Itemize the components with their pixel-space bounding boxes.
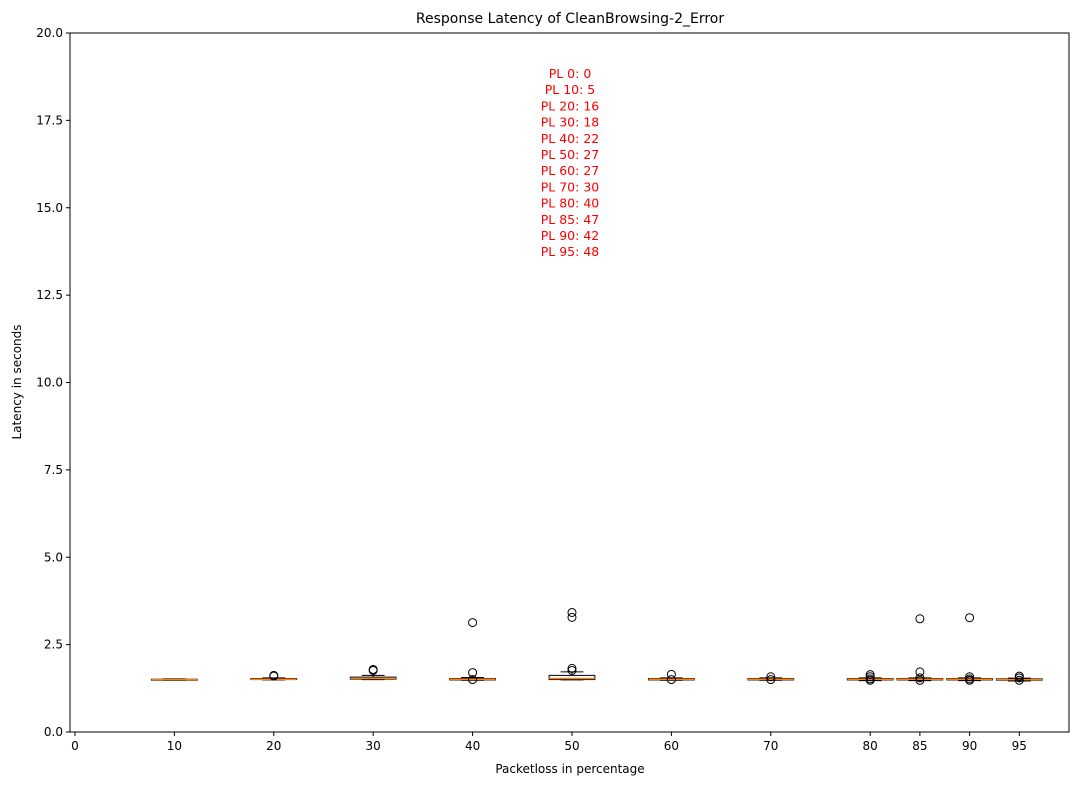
x-tick-label: 85 (912, 739, 927, 753)
box-95 (995, 671, 1043, 685)
box-85 (896, 614, 944, 685)
annotation-line: PL 50: 27 (541, 147, 599, 162)
y-tick-label: 2.5 (44, 638, 63, 652)
outlier-point (766, 672, 776, 682)
x-tick-label: 50 (564, 739, 579, 753)
annotation-line: PL 90: 42 (541, 228, 599, 243)
y-tick-label: 10.0 (36, 376, 63, 390)
x-tick-label: 70 (763, 739, 778, 753)
box-80 (846, 670, 894, 685)
box-40 (449, 618, 496, 685)
annotation-line: PL 95: 48 (541, 244, 600, 259)
x-tick-label: 40 (465, 739, 480, 753)
x-tick-label: 95 (1012, 739, 1027, 753)
outlier-point (1014, 671, 1024, 681)
annotation-line: PL 20: 16 (541, 98, 600, 113)
y-tick-label: 0.0 (44, 725, 63, 739)
outlier-point (567, 612, 577, 622)
outlier-point (468, 668, 478, 678)
y-tick-label: 7.5 (44, 463, 63, 477)
outlier-point (1014, 675, 1024, 685)
annotation-line: PL 70: 30 (541, 179, 600, 194)
y-tick-label: 20.0 (36, 26, 63, 40)
outlier-point (368, 664, 378, 674)
annotation-line: PL 30: 18 (541, 115, 600, 130)
plot-frame (69, 32, 1070, 733)
box-series (151, 607, 1043, 685)
annotation-line: PL 60: 27 (541, 163, 599, 178)
x-tick-label: 60 (664, 739, 679, 753)
outlier-point (269, 670, 279, 680)
y-tick-label: 5.0 (44, 550, 63, 564)
outlier-point (567, 665, 577, 675)
annotation-line: PL 40: 22 (541, 131, 599, 146)
annotation-line: PL 10: 5 (545, 82, 596, 97)
box-50 (548, 607, 596, 681)
outlier-point (915, 673, 925, 683)
y-axis-label: Latency in seconds (10, 324, 24, 439)
x-tick-label: 10 (167, 739, 182, 753)
y-tick-label: 17.5 (36, 113, 63, 127)
box-30 (349, 664, 397, 681)
box-10 (151, 678, 198, 681)
outlier-point (915, 667, 925, 677)
box-60 (648, 669, 695, 685)
outlier-point (567, 607, 577, 617)
outlier-point (468, 675, 478, 685)
outlier-point (965, 674, 975, 684)
box-body (548, 674, 596, 681)
outlier-point (865, 670, 875, 680)
chart-title: Response Latency of CleanBrowsing-2_Erro… (416, 11, 724, 27)
x-axis: 0 10 20 30 40 50 60 70 80 85 90 95 (71, 732, 1027, 753)
outlier-point (965, 672, 975, 682)
x-axis-label: Packetloss in percentage (495, 762, 644, 776)
outlier-point (915, 614, 925, 624)
y-tick-label: 12.5 (36, 288, 63, 302)
x-tick-label: 0 (71, 739, 79, 753)
outlier-point (766, 675, 776, 685)
x-tick-label: 20 (266, 739, 281, 753)
outlier-point (567, 663, 577, 673)
annotation-line: PL 80: 40 (541, 196, 600, 211)
y-tick-label: 15.0 (36, 201, 63, 215)
outlier-point (865, 674, 875, 684)
x-tick-label: 80 (863, 739, 878, 753)
outlier-point (468, 618, 478, 628)
annotation-line: PL 85: 47 (541, 212, 599, 227)
annotation-line: PL 0: 0 (549, 66, 592, 81)
x-tick-label: 30 (366, 739, 381, 753)
box-70 (747, 672, 795, 685)
box-90 (946, 613, 993, 685)
y-axis: 0.0 2.5 5.0 7.5 10.0 12.5 15.0 17.5 20.0 (36, 26, 70, 739)
x-tick-label: 90 (962, 739, 977, 753)
box-20 (250, 670, 298, 681)
outlier-point (965, 613, 975, 623)
outlier-point (666, 669, 676, 679)
outlier-point (865, 672, 875, 682)
outlier-point (666, 675, 676, 685)
